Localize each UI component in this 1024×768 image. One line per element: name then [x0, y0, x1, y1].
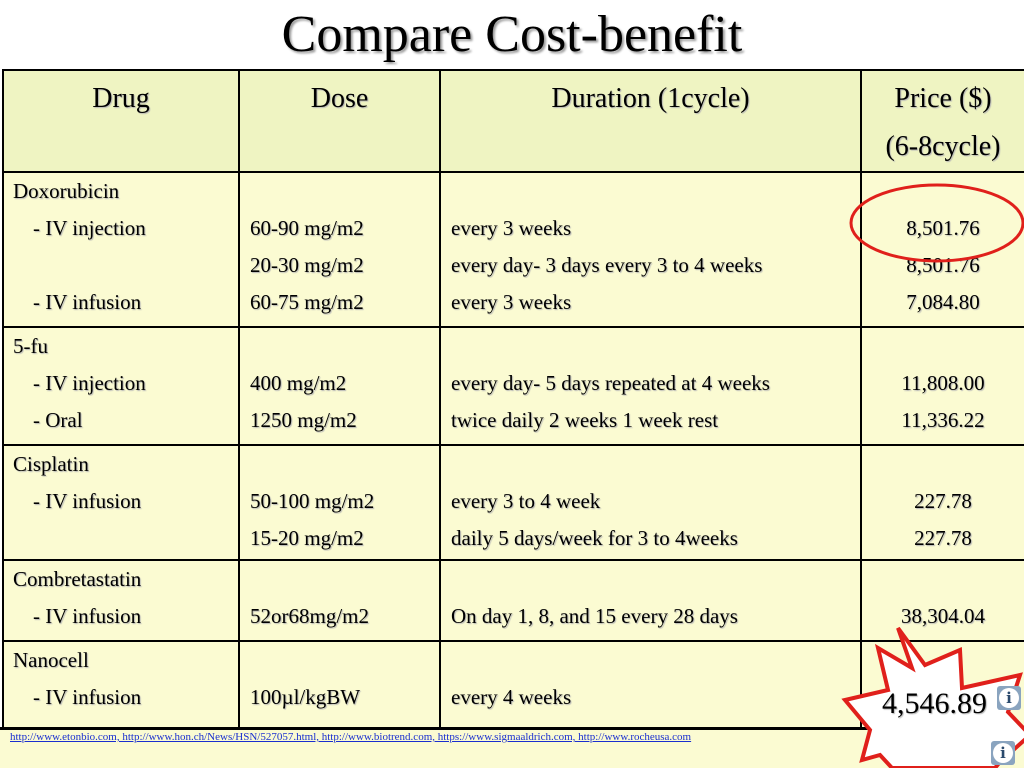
info-icon[interactable]: i: [991, 741, 1015, 765]
duration-cell: every day- 5 days repeated at 4 weeks tw…: [439, 326, 862, 446]
dose-value: 50-100 mg/m2: [250, 489, 375, 513]
dose-cell: 50-100 mg/m2 15-20 mg/m2: [238, 444, 441, 561]
duration-cell: every 3 to 4 week daily 5 days/week for …: [439, 444, 862, 561]
drug-cell: Cisplatin - IV infusion: [2, 444, 240, 561]
header-price: Price ($) (6-8cycle): [860, 69, 1024, 173]
table-row: Combretastatin - IV infusion 52or68mg/m2…: [2, 559, 1024, 642]
header-duration: Duration (1cycle): [439, 69, 862, 173]
slide-title: Compare Cost-benefit: [281, 6, 743, 63]
price-value: 38,304.04: [901, 604, 985, 628]
dose-cell: 100µl/kgBW: [238, 640, 441, 732]
price-cell: 38,304.04: [860, 559, 1024, 642]
duration-value: twice daily 2 weeks 1 week rest: [451, 408, 719, 432]
drug-name: Combretastatin: [13, 567, 142, 591]
table-header-row: Drug Dose Duration (1cycle) Price ($) (6…: [2, 69, 1024, 173]
drug-route: - IV infusion: [33, 489, 142, 513]
header-price-line1: Price ($): [894, 83, 992, 114]
price-cell: 8,501.76 8,501.76 7,084.80: [860, 171, 1024, 328]
drug-name: Nanocell: [13, 648, 89, 672]
table-row: 5-fu - IV injection - Oral 400 mg/m2 125…: [2, 326, 1024, 446]
drug-cell: Doxorubicin - IV injection - IV infusion: [2, 171, 240, 328]
header-drug: Drug: [2, 69, 240, 173]
duration-value: daily 5 days/week for 3 to 4weeks: [451, 526, 738, 550]
price-value: 8,501.76: [906, 216, 980, 240]
dose-value: 60-75 mg/m2: [250, 290, 364, 314]
dose-value: 1250 mg/m2: [250, 408, 357, 432]
dose-cell: 52or68mg/m2: [238, 559, 441, 642]
duration-value: On day 1, 8, and 15 every 28 days: [451, 604, 738, 628]
duration-value: every 4 weeks: [451, 685, 572, 709]
table-row: Nanocell - IV infusion 100µl/kgBW every …: [2, 640, 1024, 732]
drug-route: - IV injection: [33, 216, 146, 240]
price-cell: 227.78 227.78: [860, 444, 1024, 561]
drug-cell: Nanocell - IV infusion: [2, 640, 240, 732]
price-value: 8,501.76: [906, 253, 980, 277]
header-price-line2: (6-8cycle): [885, 131, 1001, 162]
references-links[interactable]: http://www.etonbio.com, http://www.hon.c…: [10, 731, 692, 743]
drug-name: 5-fu: [13, 334, 48, 358]
price-value: 227.78: [914, 526, 972, 550]
drug-name: Doxorubicin: [13, 179, 120, 203]
duration-cell: On day 1, 8, and 15 every 28 days: [439, 559, 862, 642]
duration-value: every 3 to 4 week: [451, 489, 601, 513]
duration-value: every day- 5 days repeated at 4 weeks: [451, 371, 770, 395]
drug-cell: Combretastatin - IV infusion: [2, 559, 240, 642]
drug-route: - IV infusion: [33, 685, 142, 709]
drug-route: - IV injection: [33, 371, 146, 395]
dose-value: 52or68mg/m2: [250, 604, 369, 628]
dose-value: 60-90 mg/m2: [250, 216, 364, 240]
duration-value: every day- 3 days every 3 to 4 weeks: [451, 253, 763, 277]
dose-value: 100µl/kgBW: [250, 685, 361, 709]
duration-cell: every 3 weeks every day- 3 days every 3 …: [439, 171, 862, 328]
cost-comparison-table: Drug Dose Duration (1cycle) Price ($) (6…: [2, 69, 1024, 732]
price-cell: 11,808.00 11,336.22: [860, 326, 1024, 446]
price-value: 7,084.80: [906, 290, 980, 314]
table-row: Doxorubicin - IV injection - IV infusion…: [2, 171, 1024, 328]
price-value: 11,336.22: [901, 408, 985, 432]
dose-value: 15-20 mg/m2: [250, 526, 364, 550]
duration-cell: every 4 weeks: [439, 640, 862, 732]
dose-cell: 400 mg/m2 1250 mg/m2: [238, 326, 441, 446]
drug-route: - IV infusion: [33, 290, 142, 314]
highlighted-price: 4,546.89: [882, 687, 987, 720]
info-icon[interactable]: i: [997, 686, 1021, 710]
drug-cell: 5-fu - IV injection - Oral: [2, 326, 240, 446]
header-dose: Dose: [238, 69, 441, 173]
dose-value: 400 mg/m2: [250, 371, 347, 395]
price-value: 11,808.00: [901, 371, 985, 395]
dose-cell: 60-90 mg/m2 20-30 mg/m2 60-75 mg/m2: [238, 171, 441, 328]
dose-value: 20-30 mg/m2: [250, 253, 364, 277]
drug-route: - IV infusion: [33, 604, 142, 628]
table-row: Cisplatin - IV infusion 50-100 mg/m2 15-…: [2, 444, 1024, 561]
price-value: 227.78: [914, 489, 972, 513]
drug-route: - Oral: [33, 408, 83, 432]
duration-value: every 3 weeks: [451, 290, 572, 314]
duration-value: every 3 weeks: [451, 216, 572, 240]
drug-name: Cisplatin: [13, 452, 89, 476]
